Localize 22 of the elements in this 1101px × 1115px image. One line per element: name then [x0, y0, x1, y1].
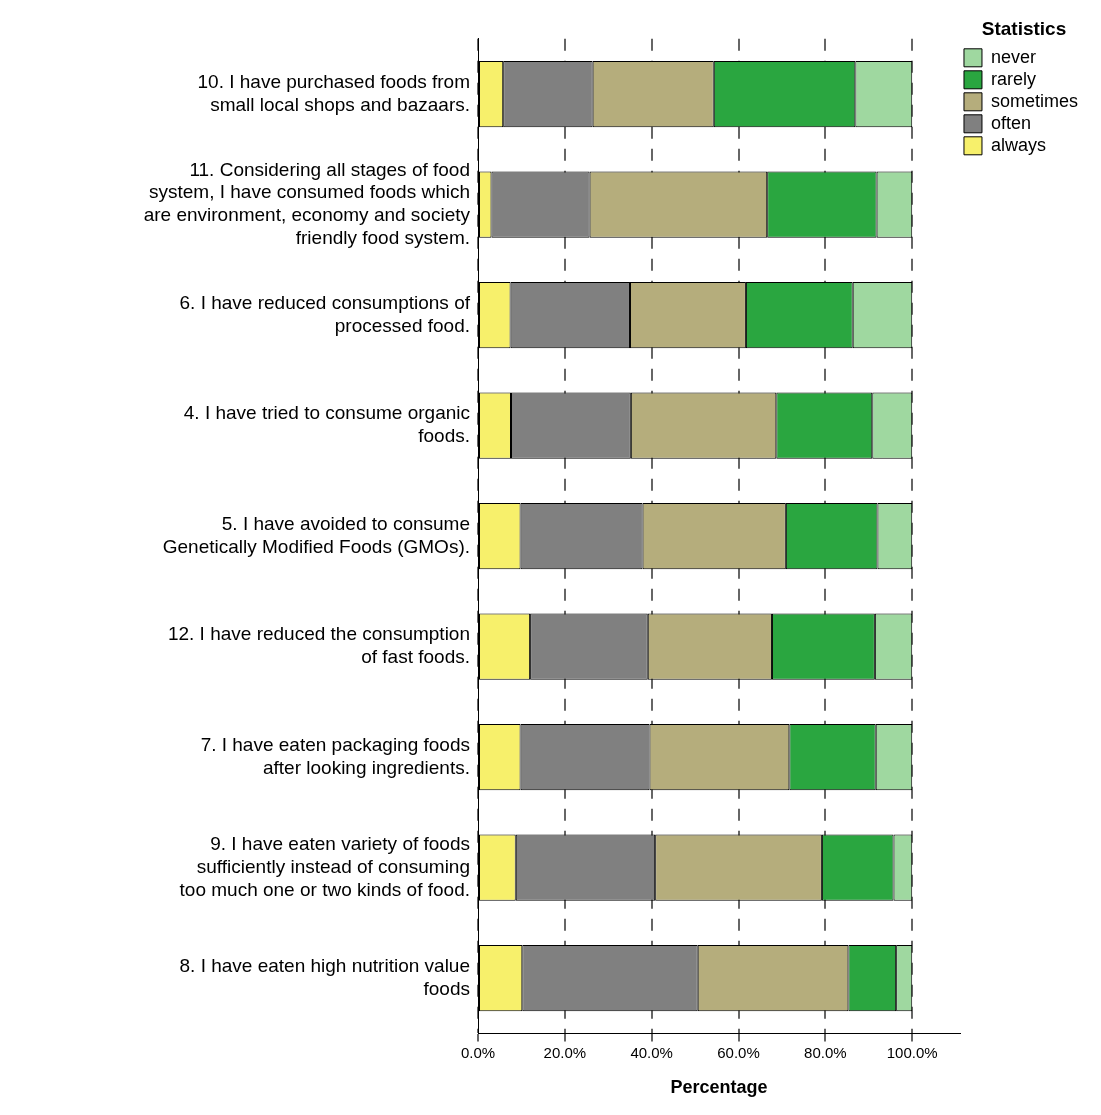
x-tick-label: 0.0% [460, 1043, 496, 1061]
y-tick-label: 10. I have purchased foods from small local shops and bazaars. [197, 70, 470, 115]
y-tick-label: 8. I have eaten high nutrition value foods [179, 954, 470, 999]
x-tick-label: 60.0% [717, 1043, 760, 1061]
y-tick-label: 11. Considering all stages of food system, I have consumed foods which are environment, economy and society friendly food system. [143, 158, 471, 248]
legend-label: often [990, 112, 1032, 133]
x-tick-label: 80.0% [804, 1043, 847, 1061]
y-tick-label: 5. I have avoided to consume Genetically Modified Foods (GMOs). [162, 512, 470, 557]
legend-title: Statistics [981, 17, 1067, 39]
y-tick-label: 7. I have eaten packaging foods after looking ingredients. [200, 733, 470, 778]
legend-label: rarely [990, 68, 1036, 89]
y-tick-label: 9. I have eaten variety of foods sufficiently instead of consuming too much one or two kinds of food. [179, 833, 470, 900]
x-tick-label: 20.0% [543, 1043, 587, 1061]
x-tick-label: 100.0% [886, 1043, 938, 1061]
legend-label: never [990, 46, 1037, 67]
y-tick-label: 6. I have reduced consumptions of processed food. [179, 291, 471, 336]
y-tick-label: 12. I have reduced the consumption of fast foods. [167, 623, 470, 668]
y-tick-label: 4. I have tried to consume organic foods. [183, 402, 470, 447]
legend-label: sometimes [990, 90, 1079, 111]
x-tick-label: 40.0% [630, 1043, 673, 1061]
legend-label: always [990, 134, 1047, 155]
x-axis-title: Percentage [670, 1077, 768, 1098]
